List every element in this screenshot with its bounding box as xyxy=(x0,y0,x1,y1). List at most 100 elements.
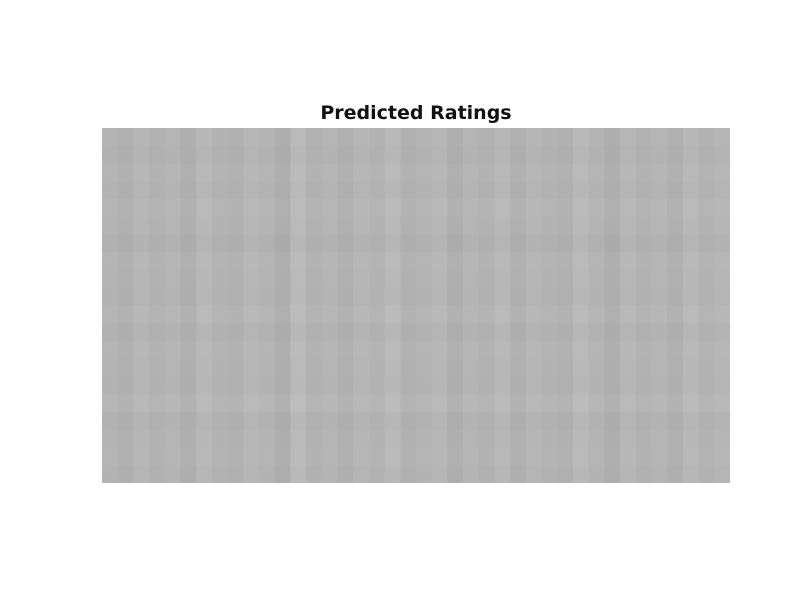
heatmap-cell xyxy=(274,429,291,449)
heatmap-cell xyxy=(400,163,417,182)
heatmap-cell xyxy=(227,216,244,236)
heatmap-cell xyxy=(227,128,244,147)
heatmap-cell xyxy=(651,323,668,342)
heatmap-cell xyxy=(635,394,653,413)
heatmap-cell xyxy=(180,429,197,449)
heatmap-cell xyxy=(682,429,700,449)
heatmap-cell xyxy=(573,181,590,200)
heatmap-cell xyxy=(164,145,182,165)
heatmap-cell xyxy=(133,447,150,466)
heatmap-cell xyxy=(416,234,433,253)
heatmap-cell xyxy=(667,145,684,165)
heatmap-cell xyxy=(227,270,244,289)
heatmap-cell xyxy=(416,412,433,431)
heatmap-cell xyxy=(196,234,213,253)
heatmap-cell xyxy=(102,287,119,307)
heatmap-cell xyxy=(211,128,229,147)
heatmap-cell xyxy=(510,429,527,449)
heatmap-cell xyxy=(400,341,417,360)
heatmap-cell xyxy=(306,216,323,236)
heatmap-cell xyxy=(196,270,213,289)
heatmap-cell xyxy=(149,128,166,147)
heatmap-cell xyxy=(604,234,621,253)
heatmap-cell xyxy=(180,287,197,307)
heatmap-cell xyxy=(164,465,182,483)
heatmap-cell xyxy=(588,163,605,182)
heatmap-cell xyxy=(180,358,197,378)
heatmap-cell xyxy=(620,287,637,307)
heatmap-cell xyxy=(243,145,260,165)
heatmap-cell xyxy=(102,234,119,253)
heatmap-cell xyxy=(353,341,370,360)
heatmap-cell xyxy=(667,163,684,182)
heatmap-cell xyxy=(259,128,276,147)
heatmap-cell xyxy=(368,429,386,449)
heatmap-cell xyxy=(274,163,291,182)
heatmap-cell xyxy=(227,447,244,466)
heatmap-cell xyxy=(164,358,182,378)
heatmap-cell xyxy=(463,145,480,165)
heatmap-cell xyxy=(259,447,276,466)
heatmap-cell xyxy=(494,412,511,431)
heatmap-cell xyxy=(431,270,448,289)
heatmap-cell xyxy=(133,358,150,378)
heatmap-cell xyxy=(290,270,307,289)
heatmap-cell xyxy=(227,341,244,360)
heatmap-cell xyxy=(557,376,574,395)
heatmap-cell xyxy=(635,447,653,466)
heatmap-cell xyxy=(149,412,166,431)
heatmap-cell xyxy=(149,234,166,253)
heatmap-cell xyxy=(102,429,119,449)
heatmap-cell xyxy=(698,145,715,165)
heatmap-cell xyxy=(337,270,354,289)
heatmap-cell xyxy=(368,216,386,236)
heatmap-cell xyxy=(164,447,182,466)
heatmap-cell xyxy=(557,447,574,466)
heatmap-cell xyxy=(102,447,119,466)
heatmap-cell xyxy=(541,376,558,395)
heatmap-cell xyxy=(384,287,401,307)
heatmap-cell xyxy=(337,181,354,200)
heatmap-cell xyxy=(714,270,730,289)
heatmap-cell xyxy=(431,447,448,466)
heatmap-cell xyxy=(573,323,590,342)
heatmap-cell xyxy=(557,341,574,360)
heatmap-cell xyxy=(525,199,543,218)
heatmap-cell xyxy=(196,358,213,378)
heatmap-cell xyxy=(133,216,150,236)
heatmap-cell xyxy=(588,305,605,324)
heatmap-cell xyxy=(573,163,590,182)
heatmap-cell xyxy=(149,287,166,307)
heatmap-cell xyxy=(510,270,527,289)
heatmap-cell xyxy=(447,145,464,165)
heatmap-cell xyxy=(227,252,244,271)
heatmap-cell xyxy=(620,145,637,165)
heatmap-cell xyxy=(416,252,433,271)
heatmap-cell xyxy=(463,305,480,324)
heatmap-cell xyxy=(102,465,119,483)
heatmap-cell xyxy=(259,270,276,289)
heatmap-cell xyxy=(149,199,166,218)
heatmap-cell xyxy=(525,145,543,165)
heatmap-cell xyxy=(400,270,417,289)
heatmap-cell xyxy=(164,216,182,236)
heatmap-cell xyxy=(243,358,260,378)
heatmap-cell xyxy=(243,199,260,218)
heatmap-cell xyxy=(290,341,307,360)
heatmap-cell xyxy=(180,323,197,342)
heatmap-cell xyxy=(494,305,511,324)
heatmap-cell xyxy=(306,412,323,431)
heatmap-cell xyxy=(541,358,558,378)
heatmap-cell xyxy=(368,234,386,253)
heatmap-cell xyxy=(494,270,511,289)
heatmap-cell xyxy=(227,305,244,324)
heatmap-cell xyxy=(541,287,558,307)
heatmap-cell xyxy=(353,128,370,147)
heatmap-cell xyxy=(384,376,401,395)
heatmap-cell xyxy=(510,163,527,182)
heatmap-cell xyxy=(384,412,401,431)
heatmap-cell xyxy=(243,270,260,289)
heatmap-cell xyxy=(714,376,730,395)
heatmap-cell xyxy=(463,128,480,147)
